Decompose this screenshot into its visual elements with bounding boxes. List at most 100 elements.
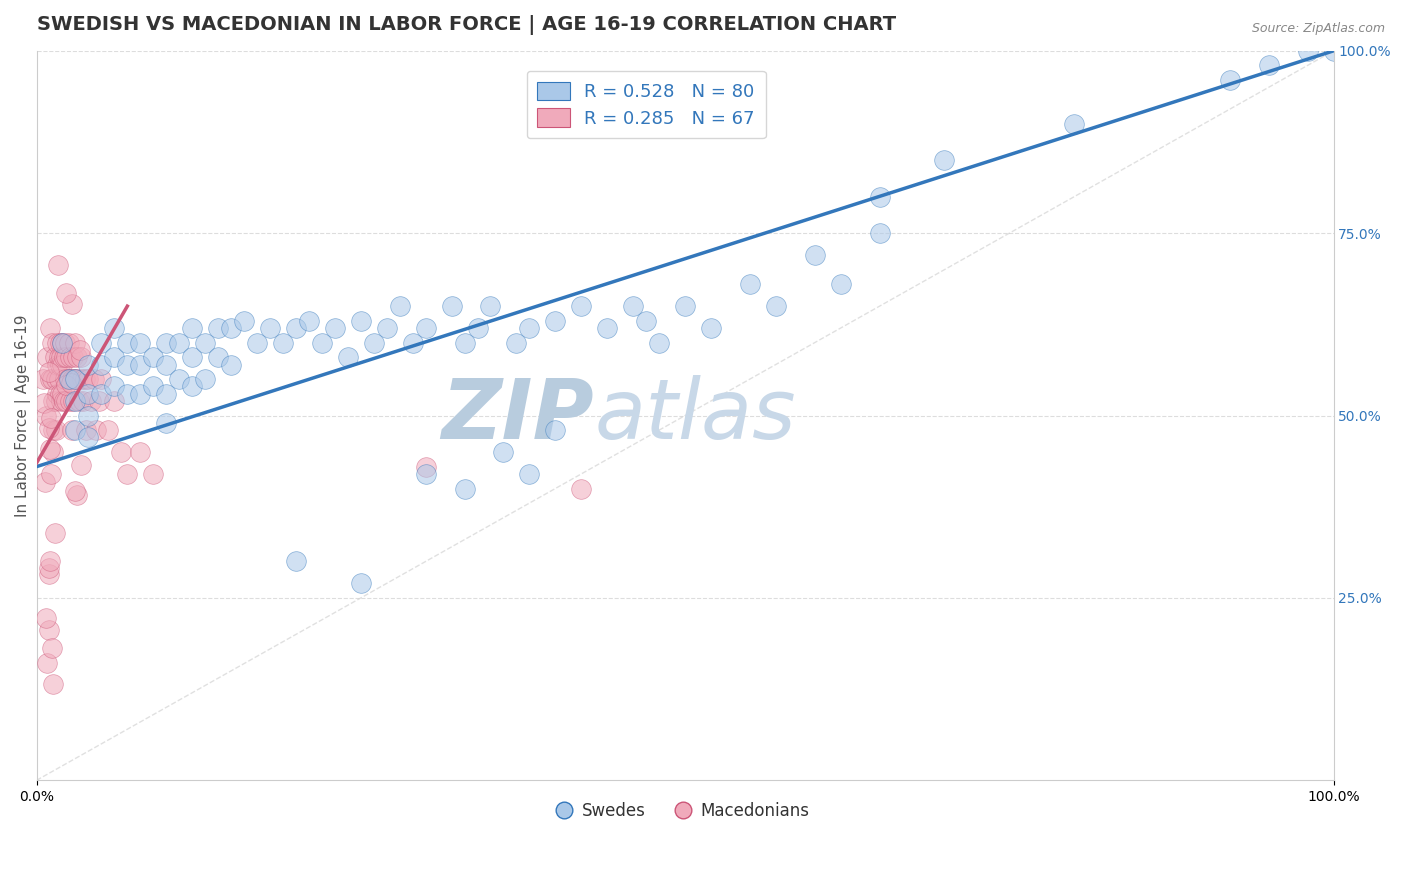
Point bbox=[207, 321, 229, 335]
Point bbox=[1257, 58, 1279, 72]
Point bbox=[39, 554, 62, 568]
Point bbox=[117, 335, 139, 350]
Point bbox=[323, 321, 346, 335]
Point bbox=[72, 394, 94, 409]
Point bbox=[67, 394, 90, 409]
Point bbox=[39, 442, 62, 456]
Point bbox=[38, 624, 60, 638]
Point bbox=[467, 321, 489, 335]
Point bbox=[59, 394, 82, 409]
Point bbox=[69, 350, 91, 364]
Point bbox=[505, 335, 527, 350]
Point bbox=[38, 372, 60, 386]
Point bbox=[803, 248, 825, 262]
Text: ZIP: ZIP bbox=[441, 375, 595, 456]
Point bbox=[46, 258, 69, 272]
Point bbox=[103, 350, 125, 364]
Point bbox=[65, 423, 87, 437]
Point bbox=[42, 423, 65, 437]
Point bbox=[55, 285, 77, 300]
Point bbox=[440, 299, 463, 313]
Point bbox=[350, 576, 373, 591]
Point bbox=[129, 358, 152, 372]
Point bbox=[934, 153, 956, 168]
Point bbox=[51, 358, 73, 372]
Point bbox=[298, 314, 321, 328]
Point bbox=[34, 409, 56, 423]
Point bbox=[53, 372, 76, 386]
Point bbox=[69, 343, 91, 357]
Point bbox=[117, 358, 139, 372]
Point bbox=[271, 335, 294, 350]
Point bbox=[181, 350, 204, 364]
Point bbox=[38, 321, 60, 335]
Point bbox=[415, 459, 437, 474]
Point bbox=[90, 386, 112, 401]
Point bbox=[155, 416, 177, 430]
Point bbox=[1063, 117, 1085, 131]
Point bbox=[60, 372, 83, 386]
Point bbox=[58, 372, 80, 386]
Point bbox=[48, 372, 70, 386]
Point bbox=[103, 379, 125, 393]
Point bbox=[38, 566, 60, 581]
Point bbox=[38, 421, 60, 435]
Point bbox=[648, 335, 671, 350]
Point bbox=[41, 335, 63, 350]
Point bbox=[65, 372, 87, 386]
Point bbox=[569, 299, 592, 313]
Point bbox=[51, 350, 73, 364]
Point bbox=[167, 372, 190, 386]
Point bbox=[479, 299, 502, 313]
Point bbox=[48, 350, 70, 364]
Point bbox=[32, 396, 55, 410]
Point bbox=[350, 314, 373, 328]
Point bbox=[75, 423, 97, 437]
Point bbox=[77, 409, 100, 423]
Point bbox=[46, 386, 69, 401]
Point bbox=[284, 321, 307, 335]
Point bbox=[44, 526, 66, 541]
Point bbox=[69, 458, 91, 473]
Point bbox=[207, 350, 229, 364]
Point bbox=[73, 372, 96, 386]
Point bbox=[155, 358, 177, 372]
Point bbox=[155, 335, 177, 350]
Point bbox=[46, 358, 69, 372]
Point bbox=[77, 386, 100, 401]
Point bbox=[39, 411, 62, 425]
Point bbox=[621, 299, 644, 313]
Point bbox=[83, 372, 105, 386]
Point bbox=[311, 335, 333, 350]
Text: SWEDISH VS MACEDONIAN IN LABOR FORCE | AGE 16-19 CORRELATION CHART: SWEDISH VS MACEDONIAN IN LABOR FORCE | A… bbox=[37, 15, 896, 35]
Point bbox=[117, 386, 139, 401]
Point bbox=[830, 277, 852, 292]
Point bbox=[129, 445, 152, 459]
Point bbox=[38, 560, 60, 574]
Point bbox=[35, 611, 58, 625]
Point bbox=[80, 394, 103, 409]
Point bbox=[129, 386, 152, 401]
Point bbox=[58, 335, 80, 350]
Point bbox=[42, 677, 65, 691]
Point bbox=[56, 372, 79, 386]
Point bbox=[55, 378, 77, 392]
Point bbox=[765, 299, 787, 313]
Point bbox=[77, 358, 100, 372]
Point bbox=[46, 335, 69, 350]
Point bbox=[65, 372, 87, 386]
Point bbox=[42, 394, 65, 409]
Point bbox=[388, 299, 411, 313]
Point bbox=[544, 423, 567, 437]
Point bbox=[194, 335, 217, 350]
Point bbox=[181, 321, 204, 335]
Point bbox=[87, 394, 110, 409]
Point bbox=[45, 394, 67, 409]
Point bbox=[49, 358, 72, 372]
Point bbox=[869, 190, 891, 204]
Point bbox=[155, 386, 177, 401]
Point bbox=[55, 394, 77, 409]
Point bbox=[219, 321, 242, 335]
Point bbox=[77, 372, 100, 386]
Point bbox=[32, 372, 55, 386]
